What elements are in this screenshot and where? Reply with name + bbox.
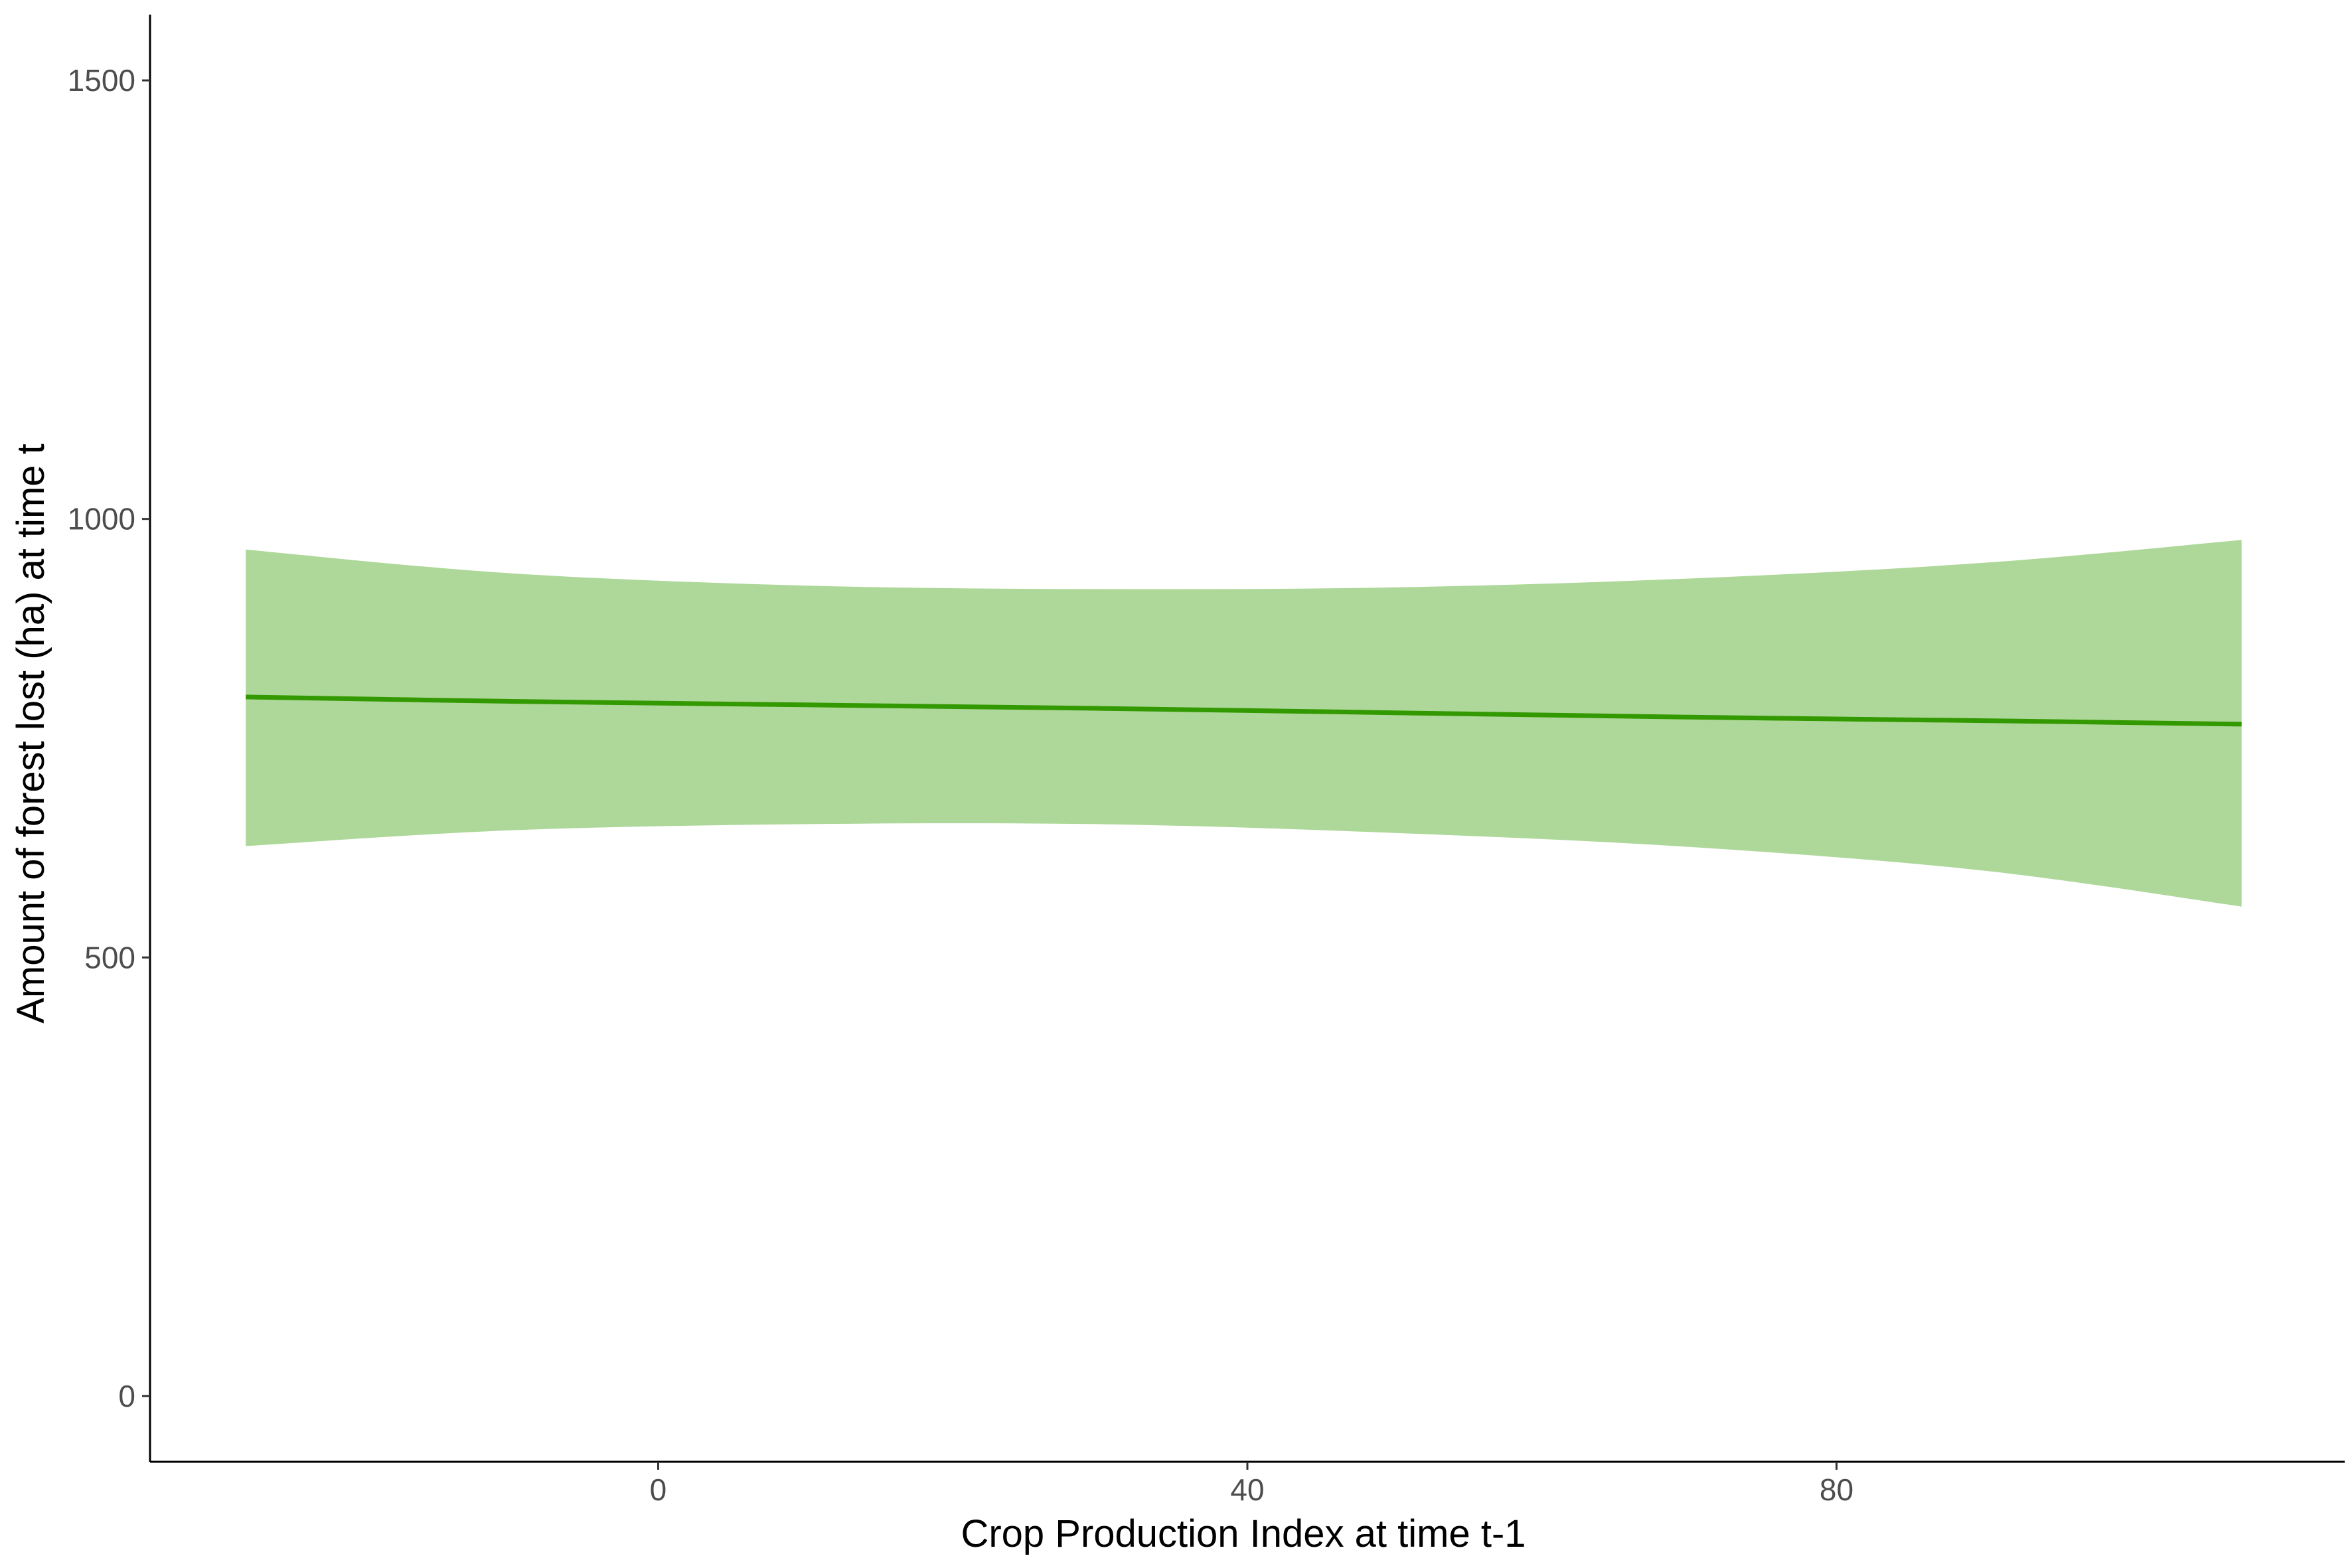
y-tick-label: 500 <box>84 940 135 975</box>
y-tick-label: 1500 <box>68 63 135 98</box>
x-tick-label: 40 <box>1230 1472 1264 1507</box>
x-tick-label: 0 <box>650 1472 667 1507</box>
y-tick-label: 1000 <box>68 502 135 536</box>
fit-line <box>246 694 2242 727</box>
x-tick-label: 80 <box>1820 1472 1853 1507</box>
x-axis-title: Crop Production Index at time t-1 <box>961 1512 1526 1555</box>
y-axis-title: Amount of forest lost (ha) at time t <box>9 443 52 1024</box>
plot-area <box>246 540 2242 907</box>
confidence-ribbon <box>246 540 2242 907</box>
axes: 0 500 1000 1500 0 40 80 <box>68 15 2345 1507</box>
y-tick-label: 0 <box>118 1379 135 1413</box>
